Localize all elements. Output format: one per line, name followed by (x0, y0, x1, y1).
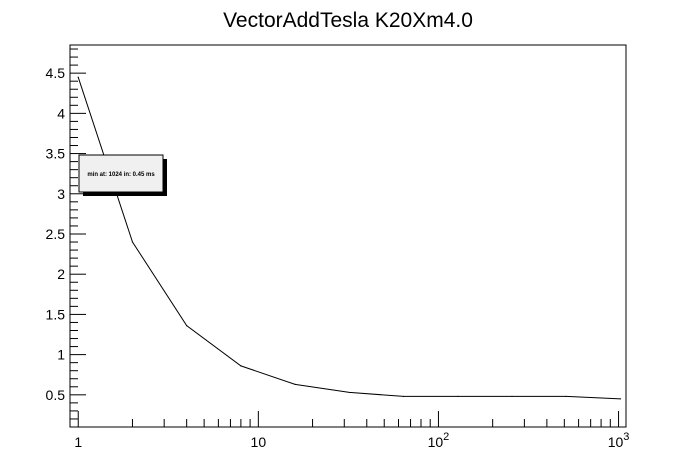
y-tick-label: 1.5 (46, 306, 66, 322)
x-tick-label-exponent: 3 (623, 431, 629, 443)
x-tick-label: 102 (428, 431, 450, 450)
chart-title: VectorAddTesla K20Xm4.0 (223, 9, 473, 32)
x-tick-label: 1 (74, 434, 82, 450)
y-tick-label: 0.5 (46, 387, 66, 403)
data-point (131, 241, 134, 243)
annotation-text: min at: 1024 in: 0.45 ms (87, 172, 155, 178)
x-tick-label-exponent: 2 (443, 431, 449, 443)
y-tick-label: 2 (57, 266, 65, 282)
data-point (565, 395, 567, 398)
data-point (186, 325, 188, 327)
y-tick-label: 2.5 (46, 226, 66, 242)
series-line (77, 77, 621, 400)
data-point (240, 365, 242, 367)
data-point (457, 395, 459, 398)
annotation-background (78, 154, 164, 193)
x-tick-label-base: 10 (251, 434, 267, 450)
x-tick-label: 103 (608, 431, 630, 450)
data-point (294, 383, 296, 385)
plot-frame (69, 44, 627, 428)
y-tick-label: 3 (57, 186, 65, 202)
y-tick-label: 3.5 (46, 146, 66, 162)
data-point (619, 398, 622, 400)
y-tick-label: 1 (57, 347, 65, 363)
y-tick-label: 4 (57, 105, 65, 121)
x-tick-label-base: 10 (608, 434, 624, 450)
data-point (348, 391, 350, 394)
x-tick-label-base: 10 (428, 434, 444, 450)
series-layer (77, 76, 622, 400)
data-point (402, 395, 405, 398)
x-tick-label-base: 1 (74, 434, 82, 450)
data-point (511, 395, 513, 398)
x-tick-label: 10 (251, 434, 267, 450)
axes-layer: 0.511.522.533.544.51 10 102 103 (46, 48, 630, 450)
data-point (77, 76, 79, 78)
annotation-box: min at: 1024 in: 0.45 ms (78, 154, 167, 196)
y-tick-label: 4.5 (46, 65, 66, 81)
